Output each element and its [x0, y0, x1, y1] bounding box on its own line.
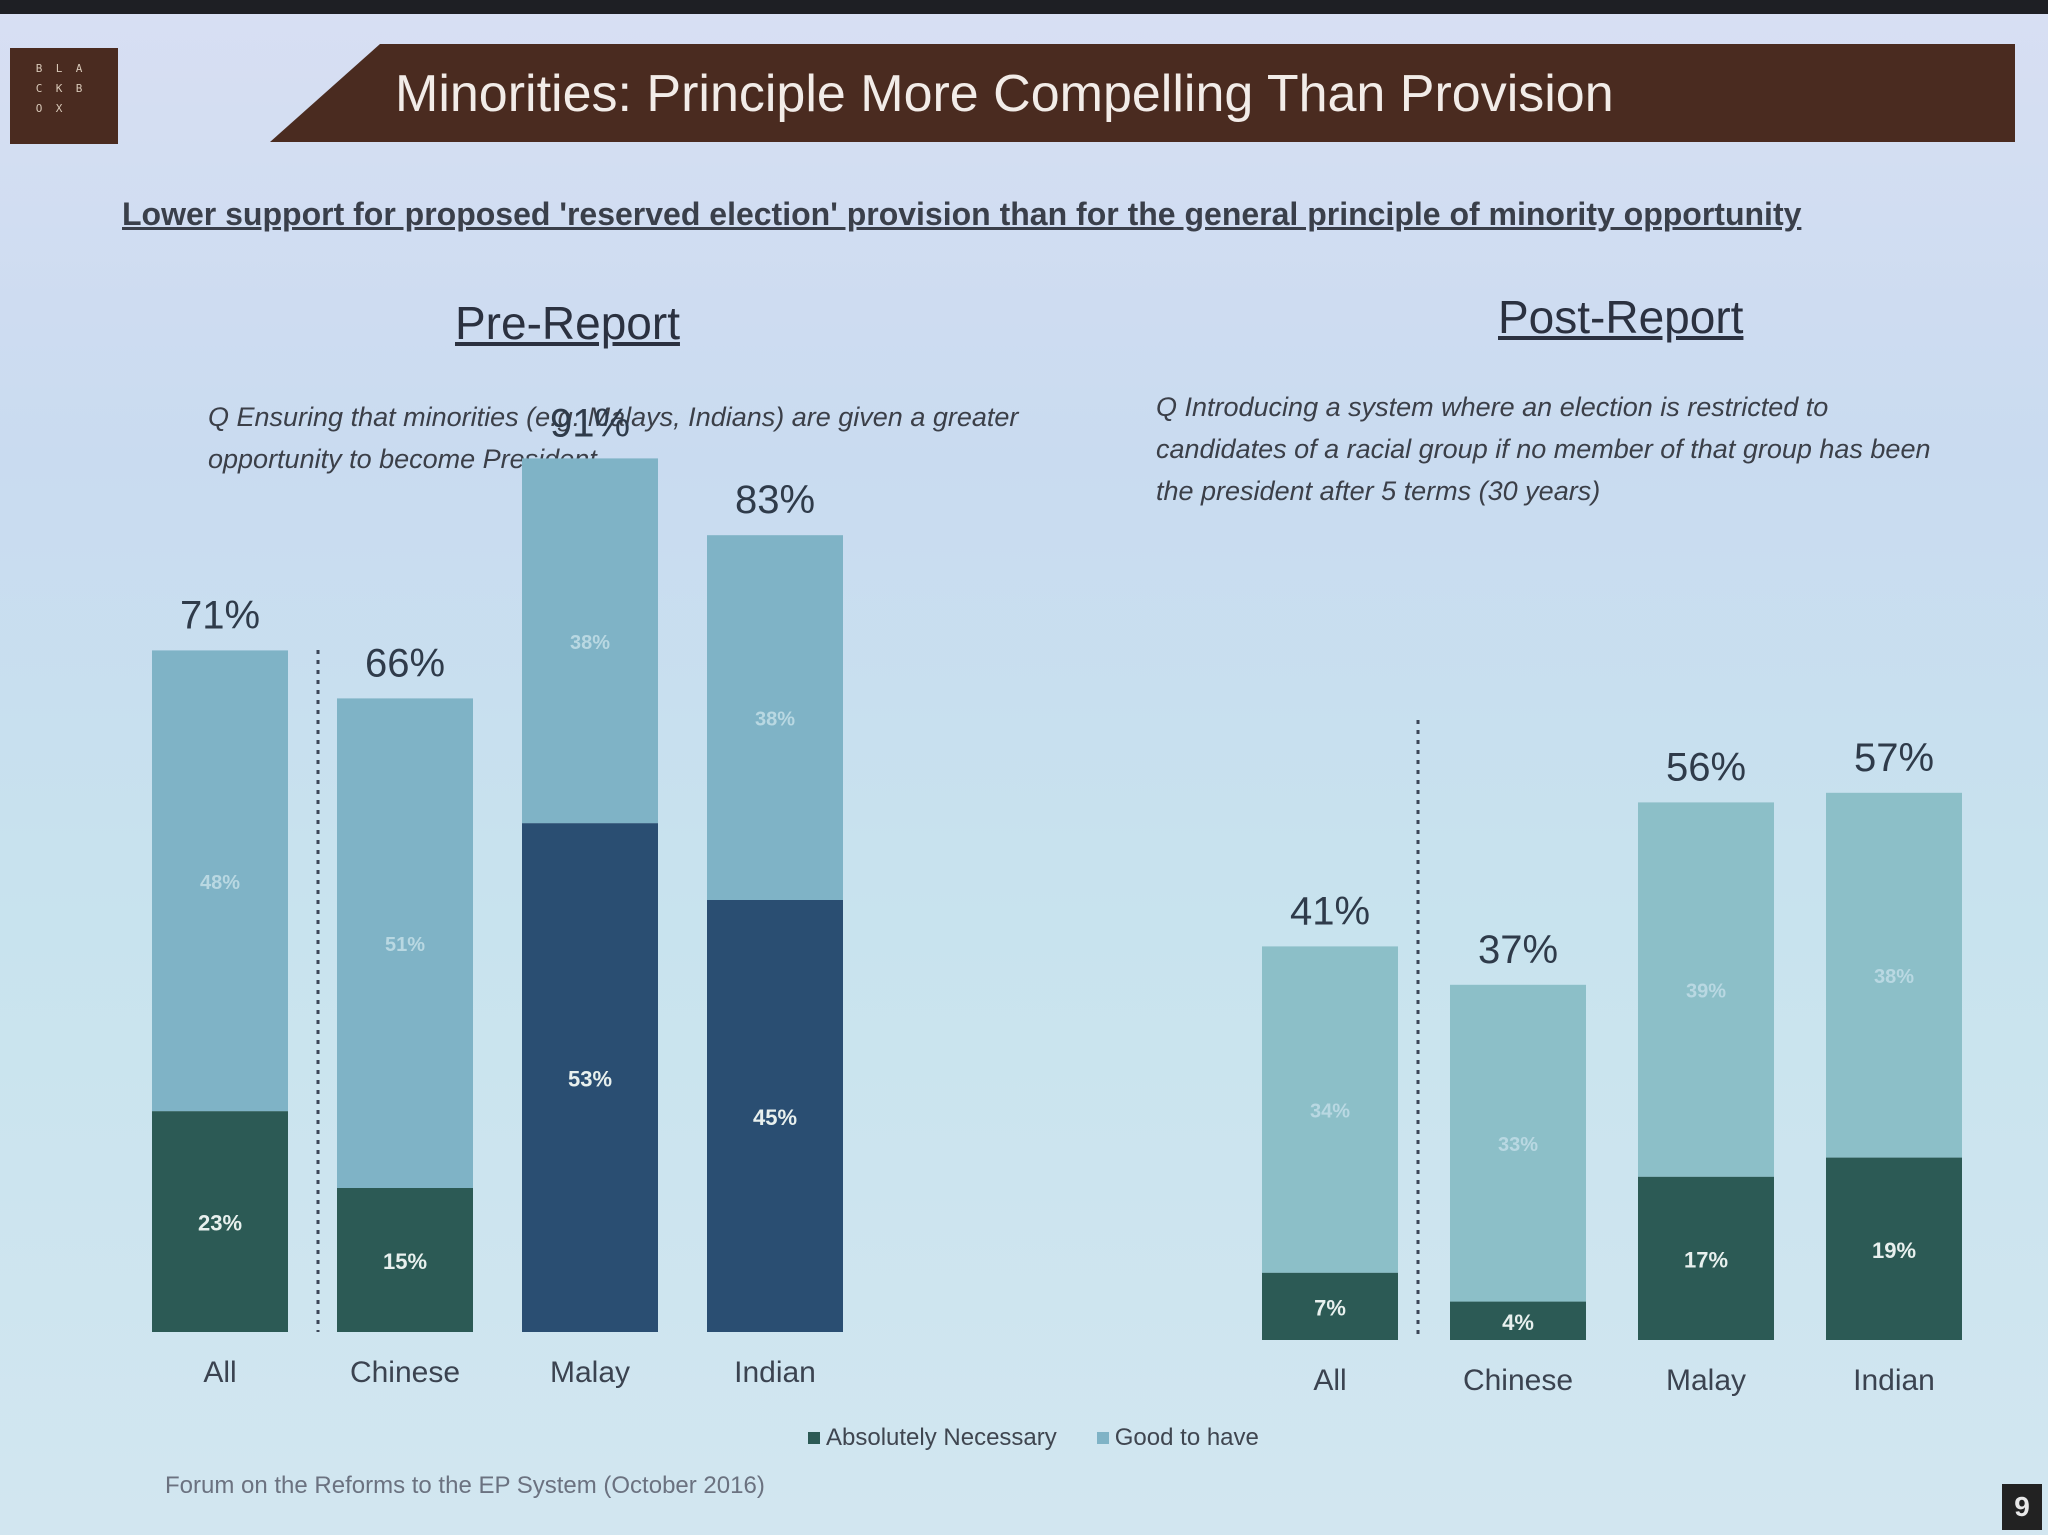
post-bar-good-to-have-malay	[1638, 802, 1774, 1177]
post-label-good-to-have-chinese: 33%	[1498, 1134, 1538, 1156]
post-category-malay: Malay	[1666, 1364, 1746, 1397]
title-banner	[270, 44, 2015, 142]
pre-bar-good-to-have-all	[152, 650, 288, 1112]
pre-label-good-to-have-malay: 38%	[570, 632, 610, 654]
post-bar-good-to-have-all	[1262, 946, 1398, 1273]
post-bar-good-to-have-chinese	[1450, 984, 1586, 1302]
legend-label-good-to-have: Good to have	[1114, 1424, 1259, 1451]
post-bar-absolutely-necessary-indian	[1826, 1157, 1962, 1340]
post-bar-absolutely-necessary-chinese	[1450, 1301, 1586, 1340]
legend-absolutely-necessary: Absolutely Necessary	[808, 1424, 1057, 1452]
post-category-all: All	[1313, 1364, 1346, 1397]
pre-label-good-to-have-all: 48%	[200, 872, 240, 894]
pre-bar-absolutely-necessary-malay	[522, 823, 658, 1332]
legend-swatch-good-to-have	[1096, 1432, 1109, 1444]
post-total-all: 41%	[1290, 889, 1370, 933]
post-bar-absolutely-necessary-malay	[1638, 1176, 1774, 1340]
pre-label-good-to-have-chinese: 51%	[385, 934, 425, 956]
legend-swatch-absolutely-necessary	[808, 1432, 820, 1444]
legend-good-to-have: Good to have	[1096, 1424, 1259, 1452]
post-label-absolutely-necessary-malay: 17%	[1684, 1247, 1728, 1272]
pre-total-all: 71%	[180, 593, 260, 637]
post-label-absolutely-necessary-indian: 19%	[1872, 1238, 1916, 1263]
page-number: 9	[2002, 1484, 2042, 1530]
pre-report-title: Pre-Report	[455, 297, 680, 349]
pre-label-absolutely-necessary-indian: 45%	[753, 1105, 797, 1130]
pre-bar-good-to-have-malay	[522, 458, 658, 824]
pre-category-chinese: Chinese	[350, 1356, 460, 1389]
legend-label-absolutely-necessary: Absolutely Necessary	[826, 1424, 1057, 1451]
pre-report-question: Q Ensuring that minorities (e.g. Malays,…	[208, 402, 1019, 474]
post-total-chinese: 37%	[1478, 928, 1558, 972]
post-total-indian: 57%	[1854, 736, 1934, 780]
post-label-good-to-have-indian: 38%	[1874, 966, 1914, 988]
post-category-chinese: Chinese	[1463, 1364, 1573, 1397]
pre-category-malay: Malay	[550, 1356, 630, 1389]
slide-subtitle: Lower support for proposed 'reserved ele…	[122, 196, 1802, 232]
pre-label-absolutely-necessary-malay: 53%	[568, 1067, 612, 1092]
post-report-question: Q Introducing a system where an election…	[1156, 392, 1931, 506]
legend: Absolutely Necessary Good to have	[808, 1424, 1259, 1452]
pre-total-chinese: 66%	[365, 641, 445, 685]
post-bar-good-to-have-indian	[1826, 792, 1962, 1158]
pre-bar-good-to-have-chinese	[337, 698, 473, 1188]
pre-total-malay: 91%	[550, 401, 630, 445]
post-report-title: Post-Report	[1498, 291, 1744, 343]
slide-title: Minorities: Principle More Compelling Th…	[395, 65, 1614, 123]
pre-bar-absolutely-necessary-all	[152, 1111, 288, 1332]
pre-category-all: All	[203, 1356, 236, 1389]
pre-total-indian: 83%	[735, 478, 815, 522]
top-edge	[0, 0, 2048, 14]
pre-bar-good-to-have-indian	[707, 535, 843, 900]
pre-category-indian: Indian	[734, 1356, 816, 1389]
pre-label-absolutely-necessary-all: 23%	[198, 1211, 242, 1236]
source-note: Forum on the Reforms to the EP System (O…	[165, 1472, 765, 1499]
pre-label-absolutely-necessary-chinese: 15%	[383, 1249, 427, 1274]
pre-bar-absolutely-necessary-indian	[707, 900, 843, 1332]
post-category-indian: Indian	[1853, 1364, 1935, 1397]
post-label-absolutely-necessary-all: 7%	[1314, 1295, 1346, 1320]
pre-bar-absolutely-necessary-chinese	[337, 1188, 473, 1332]
post-label-good-to-have-all: 34%	[1310, 1101, 1350, 1123]
post-bar-absolutely-necessary-all	[1262, 1272, 1398, 1340]
post-label-good-to-have-malay: 39%	[1686, 981, 1726, 1003]
post-label-absolutely-necessary-chinese: 4%	[1502, 1310, 1534, 1335]
post-total-malay: 56%	[1666, 745, 1746, 789]
pre-label-good-to-have-indian: 38%	[755, 709, 795, 731]
